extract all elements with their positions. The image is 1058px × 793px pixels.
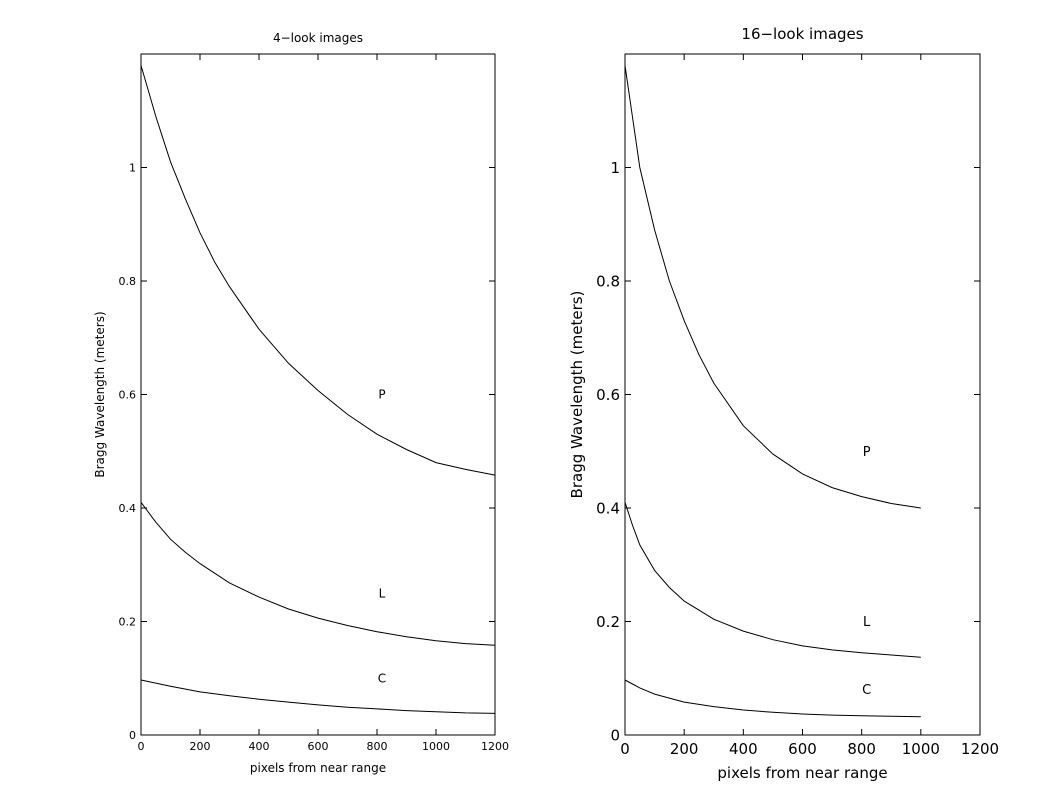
y-tick-label: 0.2: [596, 613, 620, 631]
x-tick-label: 200: [670, 740, 699, 758]
series-line-P: [140, 65, 496, 476]
x-tick-label: 1200: [481, 740, 509, 753]
y-tick-label: 1: [129, 161, 136, 174]
plot-area-frame: [140, 53, 496, 736]
series-line-L: [140, 502, 496, 646]
series-line-P: [624, 65, 921, 509]
y-tick-label: 0.8: [596, 272, 620, 290]
y-tick-label: 0.4: [596, 499, 620, 517]
series-line-C: [624, 679, 921, 718]
chart-title: 16−look images: [741, 25, 863, 43]
x-tick-label: 800: [847, 740, 876, 758]
x-tick-label: 1200: [961, 740, 999, 758]
x-tick-label: 200: [190, 740, 211, 753]
x-tick-label: 800: [367, 740, 388, 753]
y-tick-label: 0.6: [596, 386, 620, 404]
series-label-C: C: [862, 683, 871, 698]
x-tick-label: 400: [729, 740, 758, 758]
x-tick-label: 400: [249, 740, 270, 753]
y-tick-label: 0: [129, 729, 136, 742]
x-axis-label: pixels from near range: [717, 764, 887, 782]
y-axis-label: Bragg Wavelength (meters): [568, 291, 586, 499]
chart-panel-16-look: 0 200 400 600 800 1000 1200 0 0.2 0.4 0.6 0.8 1 16−lo…: [568, 25, 999, 782]
x-tick-label: 600: [308, 740, 329, 753]
series-label-L: L: [863, 615, 871, 630]
series-line-C: [140, 679, 496, 714]
series-line-L: [624, 502, 921, 658]
y-tick-label: 0.2: [119, 615, 137, 628]
series-label-L: L: [379, 586, 386, 600]
x-tick-label: 1000: [422, 740, 450, 753]
plot-area-frame: [624, 53, 981, 736]
y-tick-label: 0: [610, 726, 620, 744]
series-label-P: P: [378, 388, 385, 402]
y-tick-label: 0.4: [119, 502, 137, 515]
y-tick-label: 0.8: [119, 275, 137, 288]
x-tick-label: 1000: [902, 740, 940, 758]
y-tick-label: 1: [610, 159, 620, 177]
y-axis-label: Bragg Wavelength (meters): [93, 311, 107, 477]
x-tick-label: 0: [620, 740, 630, 758]
x-tick-label: 600: [788, 740, 817, 758]
chart-title: 4−look images: [273, 31, 363, 45]
series-label-C: C: [378, 671, 386, 685]
series-label-P: P: [863, 445, 871, 460]
y-tick-label: 0.6: [119, 388, 137, 401]
x-axis-label: pixels from near range: [250, 761, 386, 775]
x-tick-label: 0: [138, 740, 145, 753]
chart-panel-4-look: 0 200 400 600 800 1000 1200 0 0.2 0.4 0.6 0.8 1 4−loo…: [93, 31, 509, 775]
